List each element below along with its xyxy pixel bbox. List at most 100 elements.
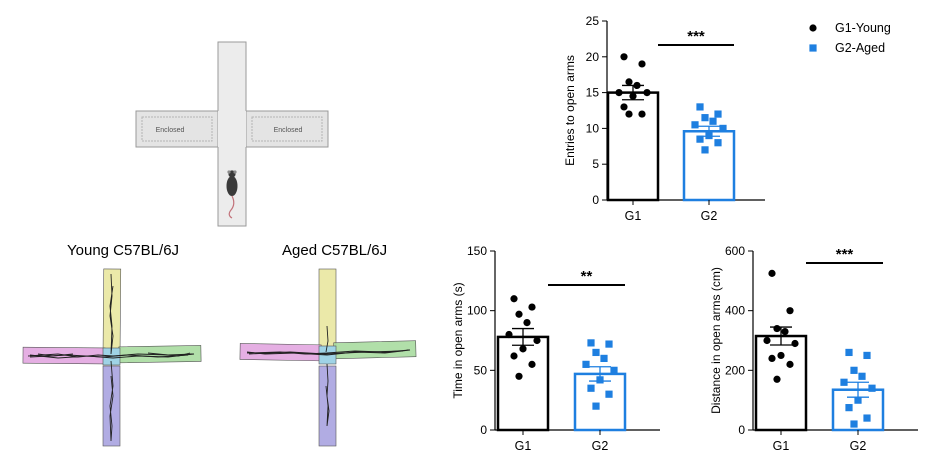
- bar-g1: [754, 334, 808, 432]
- data-point-g1: [768, 354, 776, 362]
- data-point-g2: [600, 354, 608, 362]
- x-tick-label: G1: [515, 439, 532, 453]
- data-point-g1: [638, 60, 646, 68]
- y-axis-label: Entries to open arms: [563, 55, 577, 166]
- aged-arm-right: [333, 340, 417, 360]
- data-point-g1: [620, 103, 628, 111]
- y-tick-label: 0: [738, 423, 745, 437]
- y-axis-label: Time in open arms (s): [451, 282, 465, 398]
- data-point-g1: [786, 307, 794, 315]
- data-point-g1: [528, 303, 536, 311]
- data-point-g2: [691, 121, 699, 129]
- data-point-g1: [786, 360, 794, 368]
- data-point-g2: [709, 117, 717, 125]
- data-point-g1: [625, 110, 633, 118]
- data-point-g2: [850, 420, 858, 428]
- data-point-g1: [625, 78, 633, 86]
- data-point-g2: [592, 348, 600, 357]
- y-tick-label: 0: [592, 193, 599, 207]
- data-point-g1: [533, 336, 541, 345]
- x-tick-label: G1: [773, 439, 790, 453]
- data-point-g1: [773, 324, 781, 333]
- y-tick-label: 600: [725, 244, 745, 258]
- data-point-g2: [854, 396, 862, 404]
- data-point-g1: [528, 360, 536, 368]
- y-tick-label: 15: [586, 86, 600, 100]
- data-point-g1: [773, 375, 781, 383]
- mouse-icon: [226, 170, 238, 219]
- data-point-g2: [701, 146, 709, 154]
- data-point-g2: [610, 366, 618, 374]
- data-point-g2: [850, 366, 858, 374]
- legend-marker-g1: [809, 24, 817, 32]
- data-point-g1: [777, 351, 785, 360]
- data-point-g2: [840, 378, 848, 386]
- y-tick-label: 200: [725, 363, 745, 377]
- bar-g1: [606, 91, 660, 202]
- legend-label-g1: G1-Young: [835, 21, 891, 35]
- data-point-g2: [863, 351, 871, 360]
- significance-label: ***: [836, 246, 854, 263]
- significance-label: ***: [687, 28, 705, 45]
- data-point-g2: [719, 124, 727, 132]
- y-tick-label: 50: [474, 363, 488, 377]
- y-tick-label: 25: [586, 14, 600, 28]
- data-point-g2: [696, 103, 704, 111]
- y-tick-label: 20: [586, 50, 600, 64]
- data-point-g2: [582, 360, 590, 368]
- data-point-g2: [592, 402, 600, 410]
- data-point-g2: [605, 340, 613, 348]
- data-point-g2: [714, 139, 722, 147]
- data-point-g2: [845, 404, 853, 412]
- data-point-g1: [515, 372, 523, 380]
- data-point-g1: [763, 336, 771, 345]
- data-point-g1: [768, 269, 776, 277]
- aged-track-label: Aged C57BL/6J: [282, 242, 388, 259]
- y-tick-label: 5: [592, 157, 599, 171]
- young-track-label: Young C57BL/6J: [67, 242, 180, 259]
- data-point-g2: [714, 110, 722, 118]
- data-point-g2: [705, 131, 713, 140]
- y-tick-label: 150: [467, 244, 487, 258]
- y-tick-label: 10: [586, 121, 600, 135]
- maze-right-label: Enclosed: [274, 127, 303, 134]
- y-tick-label: 100: [467, 304, 487, 318]
- data-point-g1: [643, 89, 651, 97]
- y-axis-label: Distance in open arms (cm): [709, 267, 723, 414]
- data-point-g1: [505, 330, 513, 339]
- y-tick-label: 400: [725, 304, 745, 318]
- x-tick-label: G2: [592, 439, 609, 453]
- data-point-g2: [696, 135, 704, 143]
- data-point-g2: [863, 414, 871, 422]
- data-point-g1: [638, 110, 646, 118]
- data-point-g1: [519, 345, 527, 353]
- data-point-g1: [629, 92, 637, 100]
- bar-g2: [682, 130, 736, 202]
- maze-center: [218, 111, 246, 147]
- maze-arm-right-inner: [251, 116, 323, 142]
- maze-left-label: Enclosed: [156, 127, 185, 134]
- aged-trajectory: [246, 325, 411, 427]
- x-tick-label: G1: [625, 209, 642, 223]
- data-point-g2: [858, 372, 866, 380]
- significance-label: **: [581, 268, 593, 285]
- data-point-g1: [633, 81, 641, 90]
- legend-marker-g2: [809, 44, 817, 52]
- data-point-g1: [523, 319, 531, 327]
- maze-schematic: Enclosed Enclosed: [135, 41, 329, 227]
- data-point-g1: [515, 310, 523, 318]
- data-point-g2: [845, 348, 853, 357]
- data-point-g2: [596, 376, 604, 384]
- x-tick-label: G2: [850, 439, 867, 453]
- data-point-g2: [701, 114, 709, 122]
- data-point-g1: [620, 53, 628, 61]
- data-point-g1: [510, 295, 518, 303]
- data-point-g1: [615, 89, 623, 97]
- time-chart: 0 50 100 150 Time in open arms (s) G1 G2 **: [451, 244, 660, 453]
- entries-chart: 0 5 10 15 20 25 Entries to open arms G1 G2 *** G1-…: [563, 14, 891, 223]
- x-tick-label: G2: [701, 209, 718, 223]
- data-point-g2: [605, 390, 613, 398]
- young-track-maze: [22, 268, 202, 447]
- legend-label-g2: G2-Aged: [835, 41, 885, 55]
